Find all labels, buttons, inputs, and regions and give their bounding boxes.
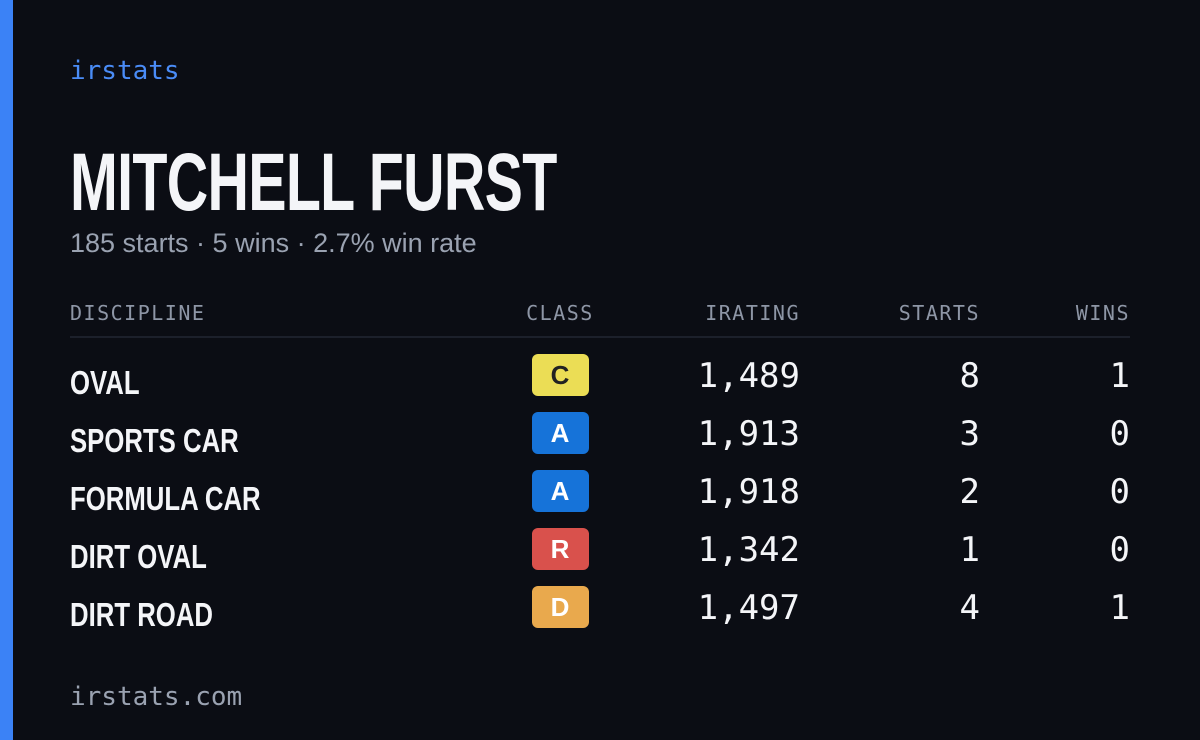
wins: 0	[1109, 530, 1130, 570]
class-badge: A	[531, 470, 589, 512]
discipline: OVAL	[70, 364, 140, 401]
class-badge: C	[531, 354, 589, 396]
summary: 185 starts · 5 wins · 2.7% win rate	[70, 228, 477, 258]
column-header: DISCIPLINE	[70, 301, 206, 325]
starts: 2	[959, 472, 980, 512]
column-header: STARTS	[898, 301, 980, 325]
wins: 1	[1109, 588, 1130, 628]
irating: 1,913	[697, 414, 800, 454]
footer: irstats.com	[70, 682, 243, 712]
discipline: SPORTS CAR	[70, 422, 239, 459]
irating: 1,342	[697, 530, 800, 570]
class-badge: D	[531, 586, 589, 628]
starts: 4	[959, 588, 980, 628]
class-badge: R	[531, 528, 589, 570]
column-header: WINS	[1075, 301, 1130, 325]
wins: 1	[1109, 356, 1130, 396]
irating: 1,918	[697, 472, 800, 512]
discipline: FORMULA CAR	[70, 480, 261, 517]
column-header: IRATING	[705, 301, 800, 325]
discipline: DIRT ROAD	[70, 596, 213, 633]
accent-bar	[0, 0, 13, 740]
player-name: MITCHELL FURST	[70, 137, 557, 228]
starts: 3	[959, 414, 980, 454]
column-header: CLASS	[526, 301, 594, 325]
starts: 1	[959, 530, 980, 570]
wins: 0	[1109, 414, 1130, 454]
class-badge: A	[531, 412, 589, 454]
irating: 1,497	[697, 588, 800, 628]
irating: 1,489	[697, 356, 800, 396]
brand: irstats	[70, 56, 180, 86]
discipline: DIRT OVAL	[70, 538, 207, 575]
starts: 8	[959, 356, 980, 396]
wins: 0	[1109, 472, 1130, 512]
header-rule	[70, 336, 1130, 338]
